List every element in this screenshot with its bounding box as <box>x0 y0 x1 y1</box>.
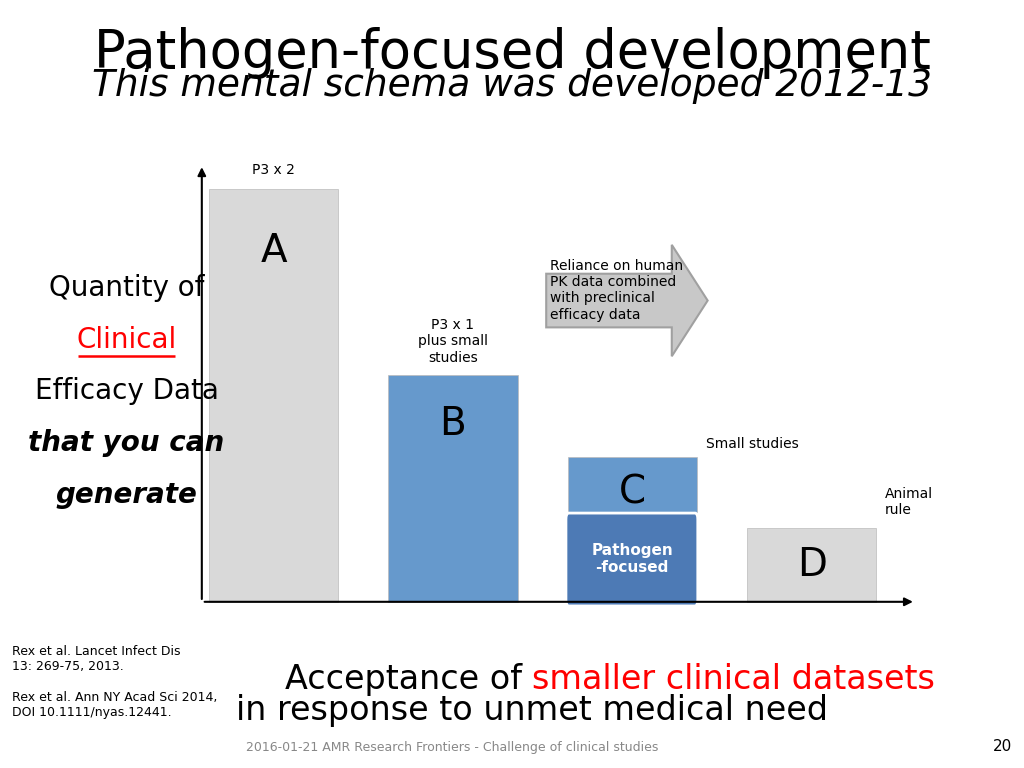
Bar <box>748 528 877 602</box>
Text: Pathogen
-focused: Pathogen -focused <box>592 543 673 575</box>
Text: Pathogen-focused development: Pathogen-focused development <box>93 27 931 79</box>
Text: P3 x 1
plus small
studies: P3 x 1 plus small studies <box>418 318 487 365</box>
Text: 2016-01-21 AMR Research Frontiers - Challenge of clinical studies: 2016-01-21 AMR Research Frontiers - Chal… <box>246 741 658 754</box>
Text: Acceptance of: Acceptance of <box>285 664 532 696</box>
Text: A: A <box>260 232 287 270</box>
Text: D: D <box>797 546 826 584</box>
Text: Small studies: Small studies <box>706 437 799 451</box>
Polygon shape <box>546 245 708 356</box>
FancyBboxPatch shape <box>566 513 697 606</box>
Text: Rex et al. Lancet Infect Dis
13: 269-75, 2013.: Rex et al. Lancet Infect Dis 13: 269-75,… <box>12 645 181 673</box>
Text: that you can: that you can <box>29 429 224 457</box>
Text: in response to unmet medical need: in response to unmet medical need <box>237 694 828 727</box>
Text: Reliance on human
PK data combined
with preclinical
efficacy data: Reliance on human PK data combined with … <box>550 259 683 322</box>
Text: smaller clinical datasets: smaller clinical datasets <box>532 664 935 696</box>
Bar <box>388 375 517 602</box>
Text: C: C <box>618 473 646 511</box>
Text: Animal
rule: Animal rule <box>885 487 933 517</box>
Text: Rex et al. Ann NY Acad Sci 2014,
DOI 10.1111/nyas.12441.: Rex et al. Ann NY Acad Sci 2014, DOI 10.… <box>12 691 218 719</box>
Bar <box>209 189 338 602</box>
Text: This mental schema was developed 2012-13: This mental schema was developed 2012-13 <box>92 68 932 104</box>
Text: Clinical: Clinical <box>77 326 176 354</box>
Text: B: B <box>439 406 466 443</box>
Text: 20: 20 <box>992 739 1012 754</box>
Text: Quantity of: Quantity of <box>49 274 204 302</box>
Text: P3 x 2: P3 x 2 <box>252 163 295 177</box>
Text: generate: generate <box>55 481 198 508</box>
Bar <box>567 458 697 602</box>
Text: Efficacy Data: Efficacy Data <box>35 377 218 406</box>
